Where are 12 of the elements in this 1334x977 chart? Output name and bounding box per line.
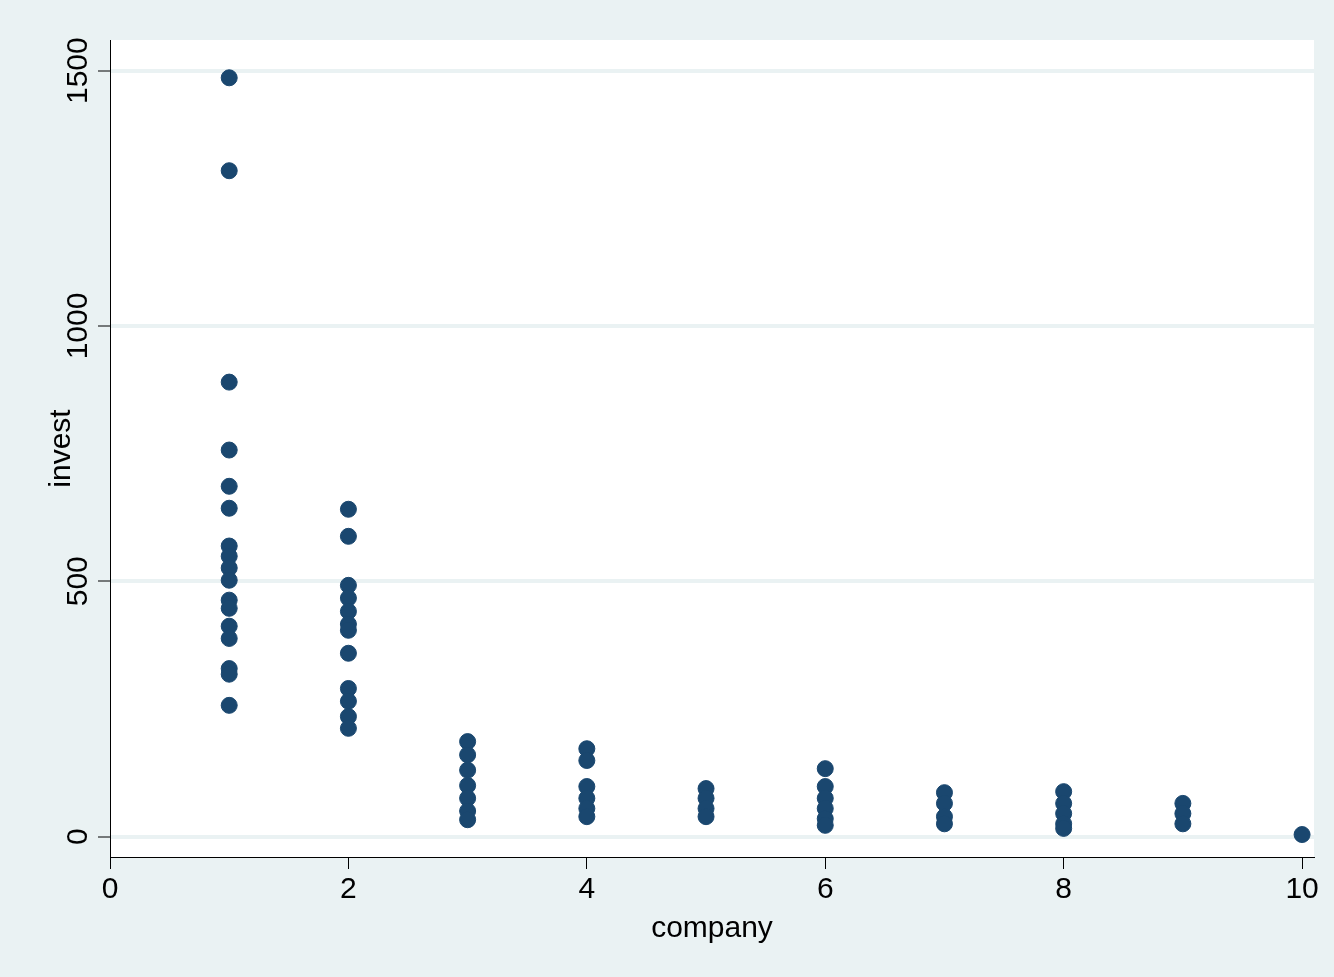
x-tick-label: 10 [1285, 871, 1319, 905]
y-tick-label: 500 [60, 556, 94, 607]
x-axis-title: company [651, 910, 773, 944]
x-tick-label: 6 [816, 871, 834, 905]
x-tick-label: 8 [1055, 871, 1073, 905]
y-tick-label: 0 [60, 828, 94, 845]
x-tick-label: 4 [578, 871, 596, 905]
y-tick-label: 1500 [60, 37, 94, 105]
y-axis-title: invest [43, 408, 77, 488]
x-tick-label: 2 [340, 871, 357, 905]
y-tick-label: 1000 [60, 292, 94, 360]
x-tick-label: 0 [101, 871, 119, 905]
